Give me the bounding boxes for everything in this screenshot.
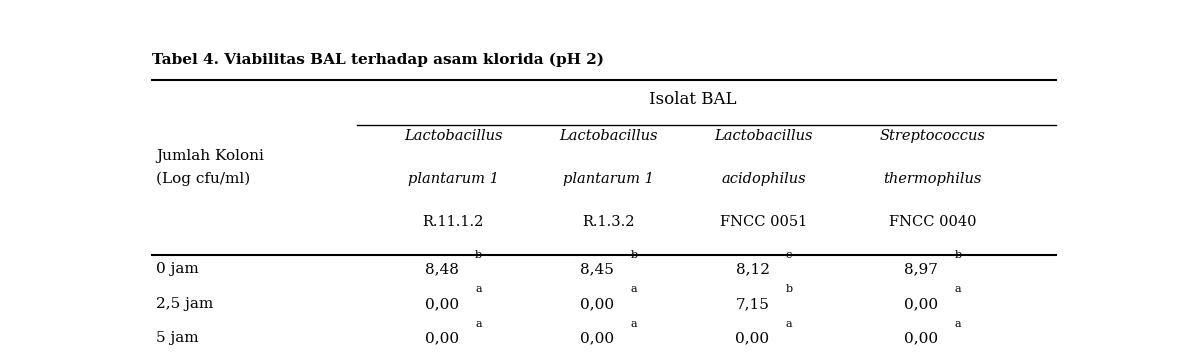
- Text: Streptococcus: Streptococcus: [880, 129, 985, 143]
- Text: 5 jam: 5 jam: [157, 331, 199, 345]
- Text: b: b: [630, 250, 637, 260]
- Text: a: a: [476, 284, 482, 294]
- Text: b: b: [954, 250, 961, 260]
- Text: Jumlah Koloni: Jumlah Koloni: [157, 150, 264, 163]
- Text: 8,48: 8,48: [425, 262, 459, 276]
- Text: 0,00: 0,00: [581, 331, 615, 345]
- Text: 7,15: 7,15: [735, 297, 769, 311]
- Text: 0,00: 0,00: [425, 297, 459, 311]
- Text: a: a: [630, 284, 637, 294]
- Text: (Log cfu/ml): (Log cfu/ml): [157, 171, 251, 185]
- Text: Lactobacillus: Lactobacillus: [404, 129, 502, 143]
- Text: 8,45: 8,45: [581, 262, 614, 276]
- Text: 0,00: 0,00: [425, 331, 459, 345]
- Text: b: b: [475, 250, 482, 260]
- Text: 8,97: 8,97: [905, 262, 939, 276]
- Text: Isolat BAL: Isolat BAL: [649, 91, 736, 108]
- Text: a: a: [954, 284, 961, 294]
- Text: FNCC 0040: FNCC 0040: [888, 215, 977, 229]
- Text: 0,00: 0,00: [905, 297, 939, 311]
- Text: b: b: [786, 284, 793, 294]
- Text: 0,00: 0,00: [735, 331, 769, 345]
- Text: 0 jam: 0 jam: [157, 262, 199, 276]
- Text: a: a: [476, 319, 482, 329]
- Text: FNCC 0051: FNCC 0051: [720, 215, 807, 229]
- Text: 8,12: 8,12: [735, 262, 769, 276]
- Text: R.11.1.2: R.11.1.2: [423, 215, 484, 229]
- Text: c: c: [786, 250, 792, 260]
- Text: Lactobacillus: Lactobacillus: [560, 129, 657, 143]
- Text: R.1.3.2: R.1.3.2: [582, 215, 635, 229]
- Text: plantarum 1: plantarum 1: [408, 172, 498, 185]
- Text: 0,00: 0,00: [581, 297, 615, 311]
- Text: Lactobacillus: Lactobacillus: [714, 129, 813, 143]
- Text: Tabel 4. Viabilitas BAL terhadap asam klorida (pH 2): Tabel 4. Viabilitas BAL terhadap asam kl…: [152, 52, 604, 67]
- Text: a: a: [630, 319, 637, 329]
- Text: a: a: [786, 319, 793, 329]
- Text: 2,5 jam: 2,5 jam: [157, 297, 213, 311]
- Text: thermophilus: thermophilus: [884, 172, 981, 185]
- Text: 0,00: 0,00: [905, 331, 939, 345]
- Text: a: a: [954, 319, 961, 329]
- Text: acidophilus: acidophilus: [721, 172, 806, 185]
- Text: plantarum 1: plantarum 1: [563, 172, 654, 185]
